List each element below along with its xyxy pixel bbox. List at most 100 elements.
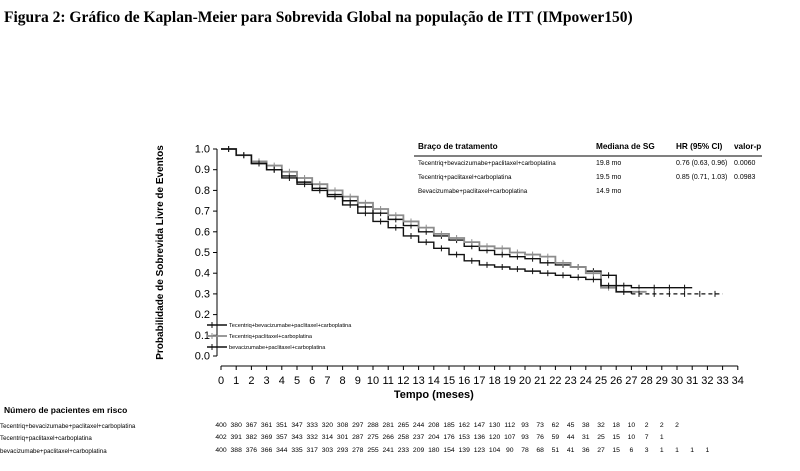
x-tick-label: 11 — [382, 375, 393, 387]
x-tick-label: 3 — [264, 375, 270, 387]
x-tick-label: 18 — [488, 375, 500, 387]
x-tick-label: 20 — [519, 375, 531, 387]
risk-count: 31 — [582, 434, 590, 441]
risk-count: 380 — [230, 422, 242, 429]
risk-count: 400 — [215, 422, 227, 429]
risk-count: 3 — [644, 447, 649, 454]
risk-count: 293 — [336, 447, 349, 454]
risk-count: 36 — [582, 447, 590, 454]
x-tick-label: 26 — [610, 375, 622, 387]
x-tick-label: 12 — [397, 375, 409, 387]
summary-cell: Tecentriq+paclitaxel+carboplatina — [418, 174, 512, 181]
summary-header: Braço de tratamento — [418, 142, 498, 151]
risk-count: 176 — [443, 434, 455, 441]
chart-axes: 0.00.10.20.30.40.50.60.70.80.91.00 1 2 3 4 5 6… — [155, 144, 744, 402]
chart-legend: Tecentriq+bevacizumabe+paclitaxel+carbop… — [207, 322, 352, 351]
legend-label: bevacizumabe+paclitaxel+carboplatina — [229, 345, 326, 351]
risk-count: 32 — [597, 422, 605, 429]
risk-count: 369 — [260, 434, 273, 441]
risk-count: 275 — [367, 434, 379, 441]
x-tick-label: 4 — [279, 375, 285, 387]
risk-count: 244 — [412, 422, 425, 429]
y-tick-label: 1.0 — [195, 144, 210, 156]
risk-count: 18 — [612, 422, 620, 429]
risk-count: 297 — [352, 422, 364, 429]
risk-count: 301 — [336, 434, 349, 441]
legend-label: Tecentriq+paclitaxel+carboplatina — [229, 334, 313, 340]
risk-count: 204 — [428, 434, 440, 441]
risk-count: 347 — [291, 422, 303, 429]
risk-count: 402 — [215, 434, 227, 441]
risk-count: 154 — [443, 447, 455, 454]
risk-count: 153 — [458, 434, 470, 441]
series-line-1 — [221, 148, 693, 289]
risk-count: 357 — [276, 434, 288, 441]
x-tick-label: 29 — [656, 375, 668, 387]
risk-count: 112 — [504, 422, 516, 429]
risk-count: 266 — [382, 434, 394, 441]
legend-label: Tecentriq+bevacizumabe+paclitaxel+carbop… — [229, 323, 352, 329]
risk-count: 25 — [597, 434, 605, 441]
summary-cell: 0.76 (0.63, 0.96) — [676, 160, 727, 167]
x-tick-label: 2 — [248, 375, 254, 387]
x-tick-label: 32 — [701, 375, 713, 387]
risk-count: 1 — [690, 447, 695, 454]
risk-count: 27 — [597, 447, 605, 454]
risk-count: 344 — [276, 447, 288, 454]
risk-table-title: Número de pacientes em risco — [4, 405, 128, 415]
x-tick-label: 8 — [340, 375, 346, 387]
summary-table: Braço de tratamento Mediana de SG HR (95% … — [414, 142, 762, 195]
risk-count: 281 — [382, 422, 394, 429]
x-tick-label: 30 — [671, 375, 683, 387]
y-tick-label: 0.8 — [195, 185, 210, 197]
risk-count: 241 — [382, 447, 394, 454]
series-line-3 — [221, 148, 633, 294]
risk-count: 1 — [675, 447, 679, 454]
risk-count: 6 — [629, 447, 634, 454]
y-tick-label: 0.1 — [195, 330, 210, 342]
risk-count: 335 — [291, 447, 303, 454]
risk-count: 10 — [627, 434, 636, 441]
risk-count: 2 — [644, 422, 649, 429]
risk-count: 361 — [260, 422, 273, 429]
x-tick-label: 7 — [324, 375, 330, 387]
summary-cell: 0.85 (0.71, 1.03) — [676, 174, 727, 181]
risk-count: 208 — [428, 422, 440, 429]
risk-count: 366 — [260, 447, 273, 454]
risk-count: 78 — [521, 447, 529, 454]
risk-count: 107 — [504, 434, 516, 441]
figure-title: Figura 2: Gráfico de Kaplan-Meier para S… — [4, 9, 633, 26]
x-tick-label: 5 — [294, 375, 300, 387]
risk-count: 265 — [397, 422, 410, 429]
risk-count: 10 — [627, 422, 636, 429]
risk-count: 391 — [230, 434, 242, 441]
risk-count: 93 — [521, 434, 529, 441]
risk-count: 2 — [659, 422, 664, 429]
risk-count: 41 — [566, 447, 575, 454]
risk-count: 376 — [245, 447, 258, 454]
risk-count: 59 — [551, 434, 560, 441]
risk-count: 90 — [506, 447, 514, 454]
risk-count: 303 — [321, 447, 334, 454]
y-tick-label: 0.4 — [195, 268, 210, 280]
risk-count: 308 — [336, 422, 349, 429]
y-tick-label: 0.5 — [195, 247, 210, 259]
risk-count: 278 — [352, 447, 364, 454]
survival-curves — [221, 146, 723, 297]
risk-count: 136 — [473, 434, 486, 441]
risk-count: 45 — [566, 422, 575, 429]
summary-cell: 19.8 mo — [596, 160, 621, 167]
risk-row-label: Tecentriq+bevacizumabe+paclitaxel+carbop… — [0, 423, 136, 430]
risk-count: 288 — [367, 422, 379, 429]
risk-count: 332 — [306, 434, 318, 441]
x-tick-label: 13 — [412, 375, 424, 387]
x-tick-label: 9 — [355, 375, 361, 387]
y-axis-label: Probabilidade de Sobrevida Livre de Even… — [155, 145, 166, 360]
risk-count: 76 — [536, 434, 544, 441]
x-tick-label: 6 — [309, 375, 315, 387]
summary-cell: 14.9 mo — [596, 188, 621, 195]
y-tick-label: 0.7 — [195, 206, 210, 218]
risk-count: 185 — [443, 422, 455, 429]
risk-row-label: bevacizumabe+paclitaxel+carboplatina — [0, 448, 107, 455]
risk-count: 93 — [521, 422, 529, 429]
